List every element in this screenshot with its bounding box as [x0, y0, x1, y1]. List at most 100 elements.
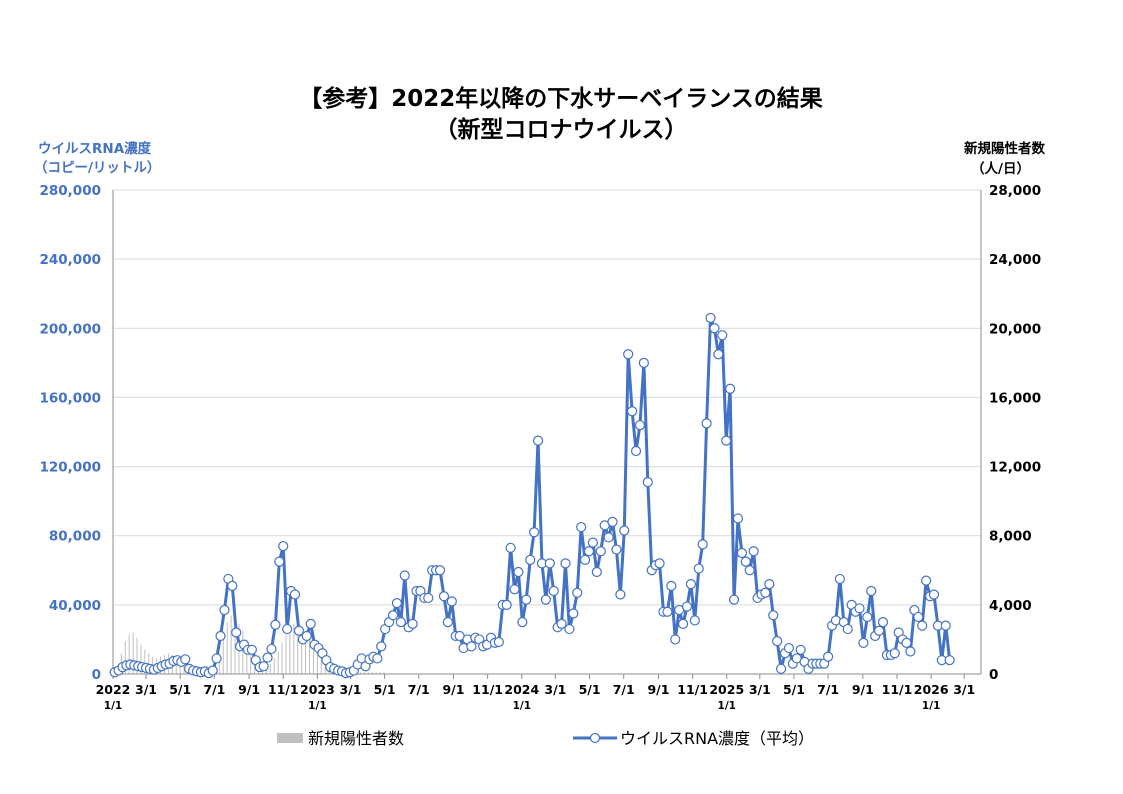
rna-concentration-point [677, 618, 689, 629]
rna-concentration-point [842, 623, 853, 635]
rna-concentration-point [873, 625, 885, 636]
right-tick-label: 0 [989, 667, 998, 683]
rna-concentration-point [525, 554, 536, 566]
rna-concentration-point [282, 623, 293, 635]
rna-concentration-point [274, 556, 285, 567]
positive-cases-bar [222, 635, 224, 674]
rna-concentration-point [258, 661, 269, 672]
x-tick-label: 9/1 [442, 682, 464, 697]
positive-cases-bar [320, 648, 322, 674]
right-tick-label: 24,000 [989, 252, 1041, 268]
rna-concentration-point [434, 565, 446, 576]
left-tick-label: 40,000 [49, 598, 101, 614]
rna-concentration-point [862, 611, 873, 623]
rna-concentration-point [858, 637, 869, 648]
axes [112, 190, 982, 679]
positive-cases-bar [293, 623, 295, 674]
rna-concentration-point [654, 558, 665, 569]
positive-cases-bar [218, 653, 220, 674]
right-tick-label: 4,000 [989, 598, 1032, 614]
left-tick-label: 160,000 [40, 390, 102, 406]
rna-concentration-point [529, 527, 540, 538]
rna-concentration-point [301, 630, 312, 642]
rna-concentration-line [114, 316, 952, 675]
x-tick-sublabel: 1/1 [718, 700, 736, 712]
rna-concentration-point [866, 585, 877, 597]
rna-concentration-point [623, 349, 634, 360]
positive-cases-bar [316, 644, 318, 674]
rna-concentration-point [246, 644, 257, 655]
gridlines [113, 189, 981, 606]
positive-cases-bar [375, 672, 377, 674]
rna-concentration-point [407, 618, 418, 629]
x-tick-sublabel: 1/1 [308, 700, 326, 712]
rna-concentration-point [889, 648, 900, 659]
x-tick-label: 2026 [914, 682, 949, 697]
positive-cases-bar [226, 622, 228, 674]
rna-concentration-point [619, 525, 630, 536]
x-tick-label: 11/1 [268, 682, 299, 697]
rna-concentration-point [438, 591, 450, 602]
tick-labels: 0 0 40,000 4,000 80,000 8,000 120,000 12,000 160… [40, 183, 1042, 712]
x-tick-label: 9/1 [852, 682, 874, 697]
positive-cases-bar [234, 616, 236, 674]
positive-cases-bar [367, 672, 369, 674]
rna-concentration-point [270, 619, 281, 630]
rna-concentration-point [689, 615, 700, 626]
rna-concentration-point [278, 540, 289, 552]
positive-cases-bar [305, 634, 307, 674]
rna-concentration-point [376, 641, 387, 652]
rna-concentration-point [532, 435, 544, 446]
x-tick-label: 2024 [504, 682, 539, 697]
rna-concentration-point [505, 542, 516, 553]
positive-cases-bar [246, 639, 248, 674]
positive-cases-bar [144, 649, 146, 674]
rna-concentration-point [513, 566, 524, 578]
positive-cases-bar [309, 637, 310, 674]
rna-concentration-point [442, 617, 453, 628]
left-tick-label: 120,000 [40, 460, 102, 476]
x-tick-sublabel: 1/1 [513, 700, 531, 712]
rna-concentration-point [501, 599, 512, 610]
rna-concentration-point [732, 513, 744, 524]
rna-concentration-point [446, 596, 457, 607]
rna-concentration-point [666, 580, 677, 591]
x-tick-label: 7/1 [613, 682, 635, 697]
rna-concentration-point [572, 587, 583, 598]
rna-concentration-point [568, 608, 579, 619]
rna-concentration-point [579, 554, 591, 566]
positive-cases-bar [363, 672, 365, 674]
chart-title-line1: 【参考】2022年以降の下水サーベイランスの結果 [299, 85, 823, 112]
rna-concentration-point [705, 312, 716, 324]
rna-concentration-markers [109, 312, 955, 679]
rna-concentration-point [627, 406, 638, 417]
rna-concentration-point [905, 646, 916, 657]
rna-concentration-point [611, 544, 622, 555]
rna-concentration-point [795, 644, 806, 655]
x-tick-sublabel: 1/1 [104, 700, 122, 712]
rna-concentration-point [760, 587, 771, 598]
rna-concentration-point [180, 654, 191, 665]
legend: 新規陽性者数 ウイルスRNA濃度（平均） [277, 729, 814, 748]
rna-concentration-point [693, 563, 704, 574]
rna-concentration-point [211, 653, 222, 664]
rna-concentration-point [231, 627, 242, 638]
rna-concentration-point [638, 357, 649, 368]
positive-cases-bar [132, 632, 134, 674]
rna-concentration-point [697, 539, 708, 550]
rna-concentration-point [709, 323, 720, 334]
right-tick-label: 8,000 [989, 529, 1032, 545]
rna-concentration-point [493, 636, 504, 648]
rna-concentration-point [615, 589, 626, 600]
positive-cases-bar [371, 672, 373, 674]
right-tick-label: 12,000 [989, 460, 1041, 476]
rna-concentration-point [372, 653, 383, 664]
positive-cases-bar [281, 642, 283, 674]
rna-concentration-point [736, 547, 747, 559]
right-tick-label: 28,000 [989, 183, 1041, 199]
positive-cases-bar [140, 644, 142, 674]
rna-concentration-point [509, 584, 520, 595]
rna-concentration-point [395, 617, 406, 628]
x-tick-label: 5/1 [374, 682, 396, 697]
